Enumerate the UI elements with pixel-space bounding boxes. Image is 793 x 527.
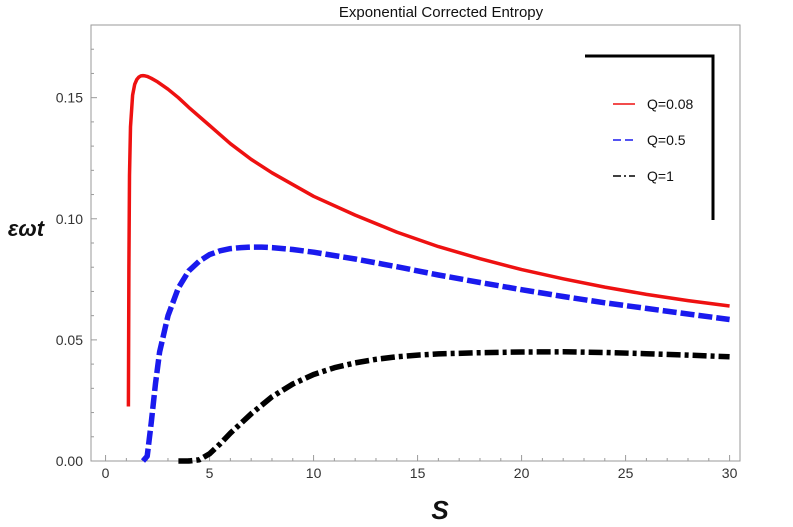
x-tick-label: 25: [618, 465, 634, 481]
legend-frame: [585, 54, 715, 220]
x-tick-label: 30: [722, 465, 738, 481]
legend-label-1: Q=0.08: [647, 96, 694, 112]
x-axis: 0 5 10 15 20 25 30: [102, 455, 738, 481]
y-axis: 0.00 0.05 0.10 0.15: [56, 48, 97, 469]
series-line-2: [140, 244, 730, 463]
series-line-1: [126, 73, 730, 407]
x-tick-label: 5: [206, 465, 214, 481]
legend-label-3: Q=1: [647, 168, 674, 184]
y-tick-label: 0.15: [56, 90, 83, 106]
chart-title: Exponential Corrected Entropy: [339, 4, 544, 21]
x-tick-label: 0: [102, 465, 110, 481]
y-axis-label: εωt: [8, 216, 46, 241]
y-tick-label: 0.00: [56, 453, 83, 469]
x-tick-label: 10: [306, 465, 322, 481]
x-tick-label: 15: [410, 465, 426, 481]
x-axis-label: S: [431, 495, 449, 525]
y-tick-label: 0.05: [56, 332, 83, 348]
legend-label-2: Q=0.5: [647, 132, 686, 148]
series-layer: [126, 73, 730, 464]
plot-frame: [90, 24, 741, 462]
series-line-3: [178, 349, 730, 464]
y-tick-label: 0.10: [56, 211, 83, 227]
legend: Q=0.08 Q=0.5 Q=1: [585, 54, 715, 220]
x-tick-label: 20: [514, 465, 530, 481]
